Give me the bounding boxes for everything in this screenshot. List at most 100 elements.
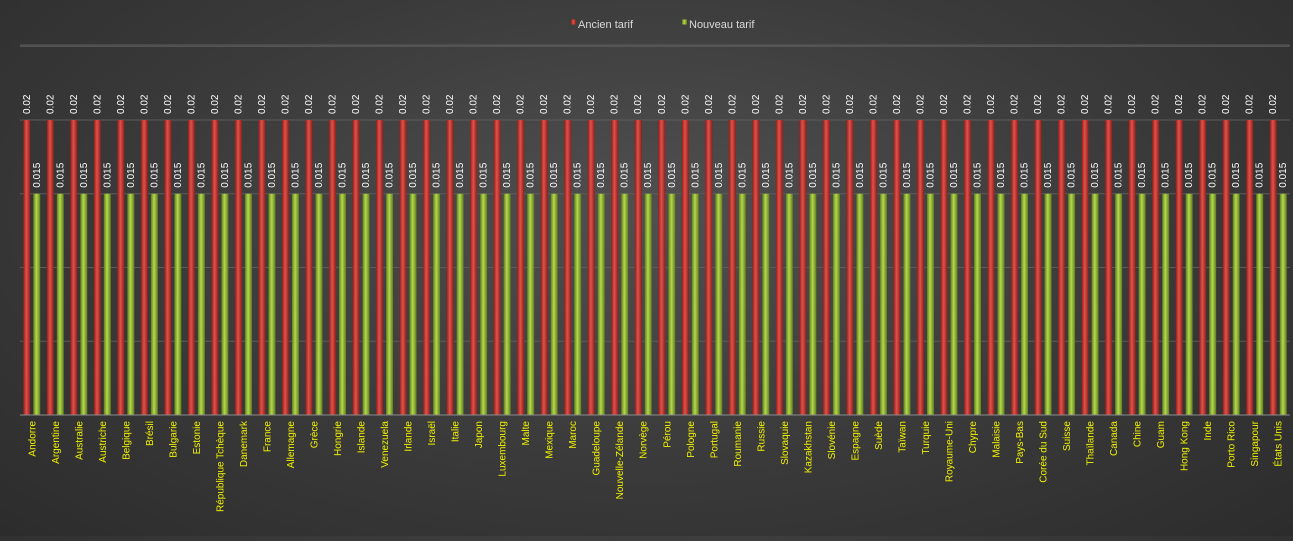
- value-label: 0.015: [573, 162, 584, 187]
- bar-nouveau: [1138, 193, 1146, 415]
- bar-nouveau: [621, 193, 629, 415]
- value-label: 0.02: [774, 94, 785, 114]
- value-label: 0.02: [1245, 94, 1256, 114]
- bar-nouveau: [715, 193, 723, 415]
- value-label: 0.02: [586, 94, 597, 114]
- value-label: 0.02: [92, 94, 103, 114]
- value-label: 0.02: [45, 94, 56, 114]
- bar-ancien: [399, 120, 407, 415]
- bar-nouveau: [174, 193, 182, 415]
- bar-nouveau: [644, 193, 652, 415]
- bar-nouveau: [244, 193, 252, 415]
- bar-ancien: [893, 120, 901, 415]
- value-label: 0.02: [1057, 94, 1068, 114]
- value-label: 0.015: [1231, 162, 1242, 187]
- bar-ancien: [869, 120, 877, 415]
- value-label: 0.02: [892, 94, 903, 114]
- bar-ancien: [1128, 120, 1136, 415]
- category-label: Taïwan: [897, 421, 908, 453]
- value-label: 0.015: [949, 162, 960, 187]
- value-label: 0.02: [751, 94, 762, 114]
- category-label: Maroc: [568, 421, 579, 449]
- value-label: 0.02: [398, 94, 409, 114]
- value-labels: 0.02 0.015 0.02 0.015 0.02 0.015 0.02 0.015 0.02…: [22, 94, 1289, 188]
- category-label: Russie: [756, 421, 767, 452]
- category-label: Nouvelle-Zélande: [615, 421, 626, 500]
- legend-label: Ancien tarif: [578, 19, 634, 31]
- bar-ancien: [1081, 120, 1089, 415]
- bar-ancien: [117, 120, 125, 415]
- value-label: 0.015: [1020, 162, 1031, 187]
- value-label: 0.02: [657, 94, 668, 114]
- category-label: Suède: [874, 421, 885, 450]
- bar-nouveau: [856, 193, 864, 415]
- value-label: 0.015: [220, 162, 231, 187]
- value-label: 0.015: [267, 162, 278, 187]
- legend-swatch: [571, 19, 576, 25]
- value-label: 0.02: [116, 94, 127, 114]
- value-label: 0.015: [690, 162, 701, 187]
- category-label: Brésil: [145, 421, 156, 446]
- value-label: 0.015: [1067, 162, 1078, 187]
- value-label: 0.015: [761, 162, 772, 187]
- bar-nouveau: [456, 193, 464, 415]
- bar-ancien: [305, 120, 313, 415]
- value-label: 0.015: [1137, 162, 1148, 187]
- category-label: États Unis: [1272, 421, 1285, 467]
- bar-nouveau: [291, 193, 299, 415]
- bar-nouveau: [1091, 193, 1099, 415]
- value-label: 0.015: [243, 162, 254, 187]
- category-label: Pérou: [662, 421, 673, 448]
- category-label: Malaisie: [992, 421, 1003, 458]
- bar-ancien: [211, 120, 219, 415]
- bar-nouveau: [150, 193, 158, 415]
- value-label: 0.02: [139, 94, 150, 114]
- bar-nouveau: [127, 193, 135, 415]
- bar-nouveau: [1256, 193, 1264, 415]
- bar-nouveau: [527, 193, 535, 415]
- bar-ancien: [1222, 120, 1230, 415]
- bar-ancien: [164, 120, 172, 415]
- category-label: Singapour: [1250, 420, 1261, 466]
- value-label: 0.02: [516, 94, 527, 114]
- bar-nouveau: [809, 193, 817, 415]
- bar-nouveau: [903, 193, 911, 415]
- bar-nouveau: [762, 193, 770, 415]
- category-label: Kazakhstan: [803, 421, 814, 473]
- category-label: Portugal: [709, 421, 720, 458]
- value-label: 0.015: [1114, 162, 1125, 187]
- bar-nouveau: [1279, 193, 1287, 415]
- value-label: 0.015: [290, 162, 301, 187]
- value-label: 0.015: [1255, 162, 1266, 187]
- bar-ancien: [187, 120, 195, 415]
- category-label: Chine: [1133, 421, 1144, 448]
- value-label: 0.015: [667, 162, 678, 187]
- bar-ancien: [423, 120, 431, 415]
- bar-ancien: [258, 120, 266, 415]
- bar-ancien: [1199, 120, 1207, 415]
- category-label: Corée du Sud: [1039, 421, 1050, 483]
- bar-ancien: [940, 120, 948, 415]
- bar-ancien: [658, 120, 666, 415]
- value-label: 0.02: [1010, 94, 1021, 114]
- category-label: Suisse: [1062, 421, 1073, 451]
- gridlines: [20, 44, 1290, 342]
- bar-nouveau: [315, 193, 323, 415]
- category-label: Andorre: [27, 421, 38, 457]
- bars: [23, 120, 1287, 415]
- value-label: 0.015: [784, 162, 795, 187]
- bar-ancien: [987, 120, 995, 415]
- category-label: Malte: [521, 421, 532, 446]
- bar-ancien: [1175, 120, 1183, 415]
- bar-ancien: [1011, 120, 1019, 415]
- bar-ancien: [1034, 120, 1042, 415]
- value-label: 0.015: [596, 162, 607, 187]
- bar-nouveau: [1162, 193, 1170, 415]
- bar-nouveau: [362, 193, 370, 415]
- category-label: Japon: [474, 421, 485, 448]
- value-label: 0.015: [102, 162, 113, 187]
- value-label: 0.02: [22, 94, 33, 114]
- value-label: 0.015: [361, 162, 372, 187]
- bar-nouveau: [433, 193, 441, 415]
- category-label: Thaïlande: [1086, 421, 1097, 466]
